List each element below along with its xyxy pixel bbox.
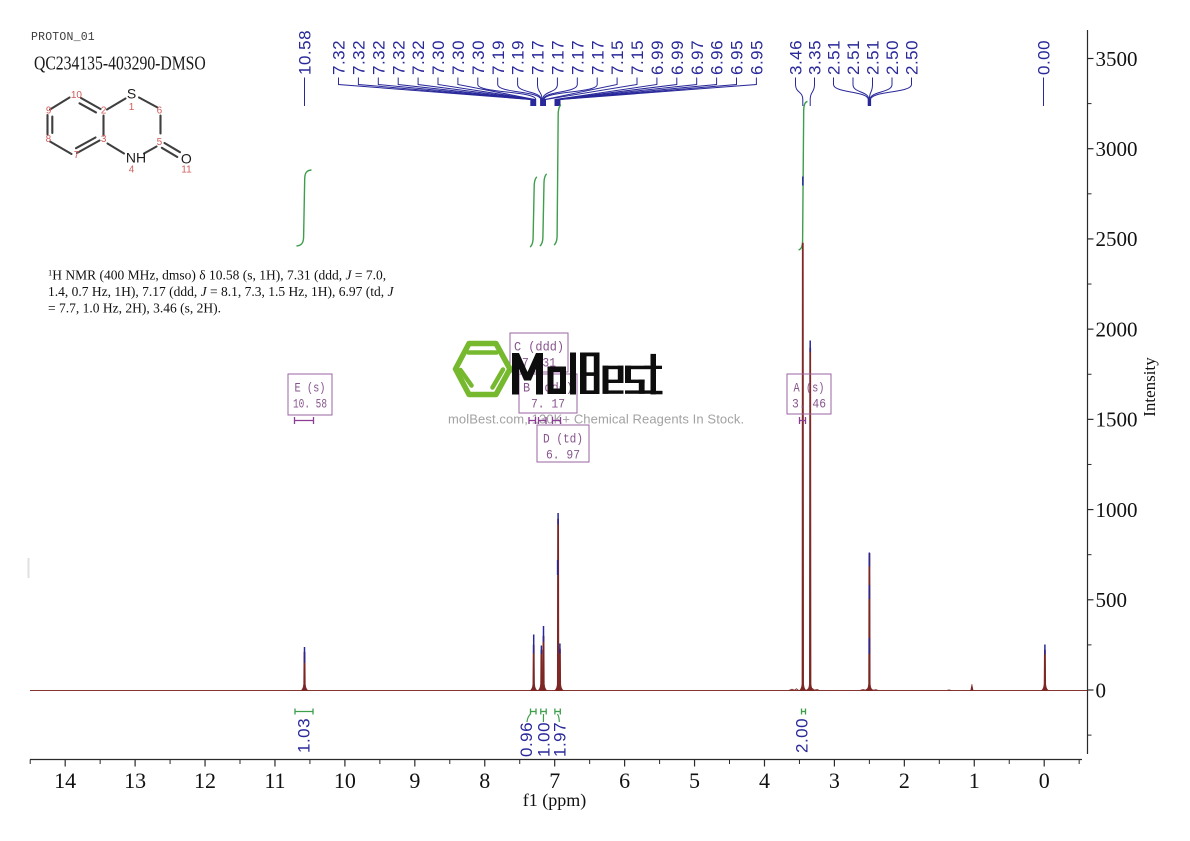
svg-text:6.99: 6.99 <box>648 40 667 75</box>
svg-text:6. 97: 6. 97 <box>546 448 580 463</box>
svg-text:QC234135-403290-DMSO: QC234135-403290-DMSO <box>34 52 206 74</box>
svg-text:7.32: 7.32 <box>409 40 428 75</box>
svg-text:8: 8 <box>479 768 490 793</box>
svg-text:NH: NH <box>126 149 146 165</box>
svg-text:Intensity: Intensity <box>1140 357 1159 417</box>
svg-text:3: 3 <box>101 134 107 145</box>
svg-text:6.95: 6.95 <box>748 40 767 75</box>
svg-text:7. 17: 7. 17 <box>531 397 565 412</box>
svg-text:9: 9 <box>46 105 52 116</box>
svg-text:5: 5 <box>689 768 700 793</box>
svg-text:f1 (ppm): f1 (ppm) <box>523 790 586 811</box>
svg-text:molBest.com, 130K+ Chemical Re: molBest.com, 130K+ Chemical Reagents In … <box>448 412 744 427</box>
svg-text:E (s): E (s) <box>295 381 326 396</box>
svg-text:1.03: 1.03 <box>295 718 314 753</box>
svg-text:12: 12 <box>194 768 216 793</box>
svg-text:3500: 3500 <box>1096 47 1138 71</box>
svg-text:7.19: 7.19 <box>489 40 508 75</box>
svg-text:6.96: 6.96 <box>708 40 727 75</box>
svg-text:0: 0 <box>1039 768 1050 793</box>
svg-text:3. 46: 3. 46 <box>792 397 826 412</box>
svg-text:1: 1 <box>969 768 980 793</box>
svg-text:7.30: 7.30 <box>449 40 468 75</box>
svg-text:7.17: 7.17 <box>568 40 587 75</box>
svg-text:= 7.7, 1.0 Hz, 2H), 3.46 (s, 2: = 7.7, 1.0 Hz, 2H), 3.46 (s, 2H). <box>48 301 221 316</box>
svg-text:2500: 2500 <box>1096 227 1138 251</box>
svg-text:A (s): A (s) <box>794 381 825 396</box>
svg-text:O: O <box>181 150 192 166</box>
svg-text:2: 2 <box>899 768 910 793</box>
svg-text:7.32: 7.32 <box>369 40 388 75</box>
svg-text:7.32: 7.32 <box>350 40 369 75</box>
svg-text:0: 0 <box>1096 678 1107 702</box>
svg-text:7.17: 7.17 <box>588 40 607 75</box>
svg-text:500: 500 <box>1096 588 1128 612</box>
svg-text:11: 11 <box>264 768 285 793</box>
svg-text:13: 13 <box>124 768 146 793</box>
svg-text:7.15: 7.15 <box>628 40 647 75</box>
svg-text:0.00: 0.00 <box>1035 40 1054 75</box>
svg-text:2: 2 <box>101 106 107 117</box>
svg-text:0.96: 0.96 <box>517 722 536 757</box>
svg-text:8: 8 <box>46 134 52 145</box>
svg-text:1.00: 1.00 <box>534 722 553 757</box>
svg-text:6: 6 <box>157 105 163 116</box>
svg-text:7.19: 7.19 <box>509 40 528 75</box>
svg-text:1000: 1000 <box>1096 498 1138 522</box>
svg-text:1.97: 1.97 <box>550 722 569 757</box>
svg-text:3: 3 <box>829 768 840 793</box>
svg-text:7.30: 7.30 <box>469 40 488 75</box>
svg-text:2.51: 2.51 <box>864 40 883 75</box>
svg-text:9: 9 <box>409 768 420 793</box>
svg-text:D (td): D (td) <box>543 432 583 447</box>
svg-text:6.97: 6.97 <box>688 40 707 75</box>
svg-text:6.99: 6.99 <box>668 40 687 75</box>
svg-text:7.30: 7.30 <box>429 40 448 75</box>
svg-text:7.32: 7.32 <box>330 40 349 75</box>
svg-text:4: 4 <box>759 768 770 793</box>
svg-text:7.17: 7.17 <box>549 40 568 75</box>
svg-text:3000: 3000 <box>1096 137 1138 161</box>
svg-text:PROTON_01: PROTON_01 <box>31 31 95 44</box>
svg-text:2.50: 2.50 <box>883 40 902 75</box>
svg-text:7.15: 7.15 <box>608 40 627 75</box>
svg-text:14: 14 <box>54 768 76 793</box>
svg-text:1H NMR (400 MHz, dmso) δ 10.58: 1H NMR (400 MHz, dmso) δ 10.58 (s, 1H), … <box>48 268 386 283</box>
svg-text:6: 6 <box>619 768 630 793</box>
svg-text:S: S <box>127 86 136 102</box>
svg-text:10: 10 <box>71 90 83 101</box>
svg-text:1.4, 0.7 Hz, 1H), 7.17 (ddd, J: 1.4, 0.7 Hz, 1H), 7.17 (ddd, J = 8.1, 7.… <box>48 284 394 299</box>
svg-text:7: 7 <box>549 768 560 793</box>
svg-text:10.58: 10.58 <box>296 30 315 75</box>
svg-text:2.51: 2.51 <box>825 40 844 75</box>
svg-text:7: 7 <box>74 150 80 161</box>
svg-text:7.32: 7.32 <box>389 40 408 75</box>
svg-text:3.46: 3.46 <box>787 40 806 75</box>
svg-text:5: 5 <box>157 137 163 148</box>
svg-text:2.51: 2.51 <box>844 40 863 75</box>
svg-text:10. 58: 10. 58 <box>293 397 327 412</box>
svg-text:4: 4 <box>129 165 135 176</box>
svg-text:6.95: 6.95 <box>728 40 747 75</box>
svg-text:3.35: 3.35 <box>806 40 825 75</box>
svg-text:7.17: 7.17 <box>529 40 548 75</box>
svg-text:2000: 2000 <box>1096 317 1138 341</box>
svg-text:1: 1 <box>129 102 135 113</box>
svg-text:11: 11 <box>181 165 192 176</box>
svg-text:2.50: 2.50 <box>903 40 922 75</box>
svg-text:2.00: 2.00 <box>793 718 812 753</box>
svg-text:C (ddd): C (ddd) <box>514 340 564 355</box>
svg-text:10: 10 <box>334 768 356 793</box>
svg-text:1500: 1500 <box>1096 408 1138 432</box>
